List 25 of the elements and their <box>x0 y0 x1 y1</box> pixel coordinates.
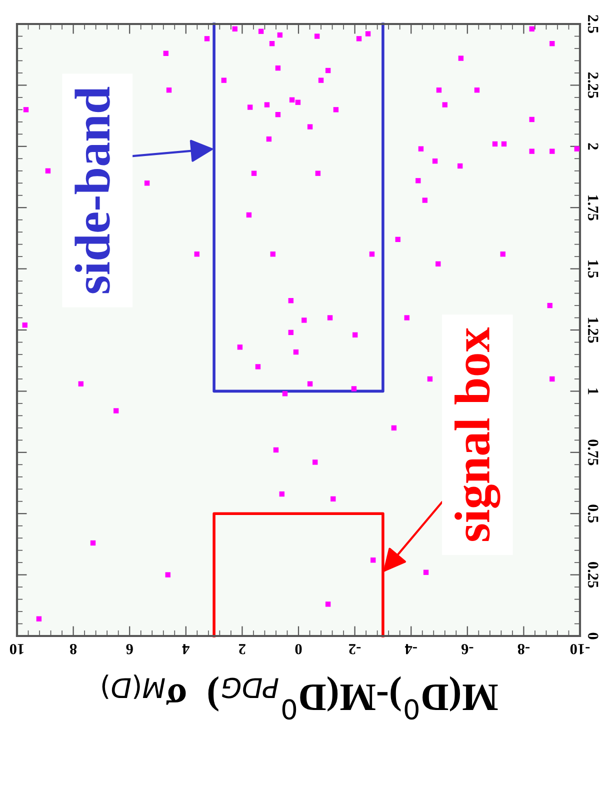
y-tick-label: 1.5 <box>588 260 598 278</box>
annotation: signal box <box>454 327 500 542</box>
x-tick-label: -6 <box>461 644 474 654</box>
x-tick-label: 6 <box>126 644 133 654</box>
y-tick-label: 2.5 <box>588 15 598 33</box>
x-tick-label: 2 <box>239 644 246 654</box>
x-tick-label: 10 <box>10 644 24 654</box>
x-tick-label: -2 <box>349 644 361 654</box>
y-tick-label: 0.25 <box>588 562 598 588</box>
x-tick-label: 8 <box>70 644 77 654</box>
x-tick-label: 4 <box>182 644 190 654</box>
y-tick-label: 2 <box>588 143 598 150</box>
y-tick-label: 1.75 <box>588 195 598 220</box>
y-tick-label: 1.25 <box>588 318 598 343</box>
y-tick-label: 0.75 <box>588 440 598 466</box>
annotation: side-band <box>74 86 110 294</box>
x-tick-label: 0 <box>295 644 302 654</box>
y-tick-label: 0.5 <box>588 504 598 523</box>
y-tick-label: 1 <box>588 388 598 394</box>
x-tick-label: -8 <box>518 644 530 654</box>
x-tick-label: -4 <box>405 644 417 654</box>
x-tick-label: -10 <box>570 644 590 654</box>
y-tick-label: 0 <box>588 632 598 640</box>
x-axis-title: M(D$^{0}$)-M(D$^{0}$$_{PDG}$) σ$_{M(D)}$ <box>102 674 498 720</box>
y-tick-label: 2.25 <box>588 72 598 98</box>
